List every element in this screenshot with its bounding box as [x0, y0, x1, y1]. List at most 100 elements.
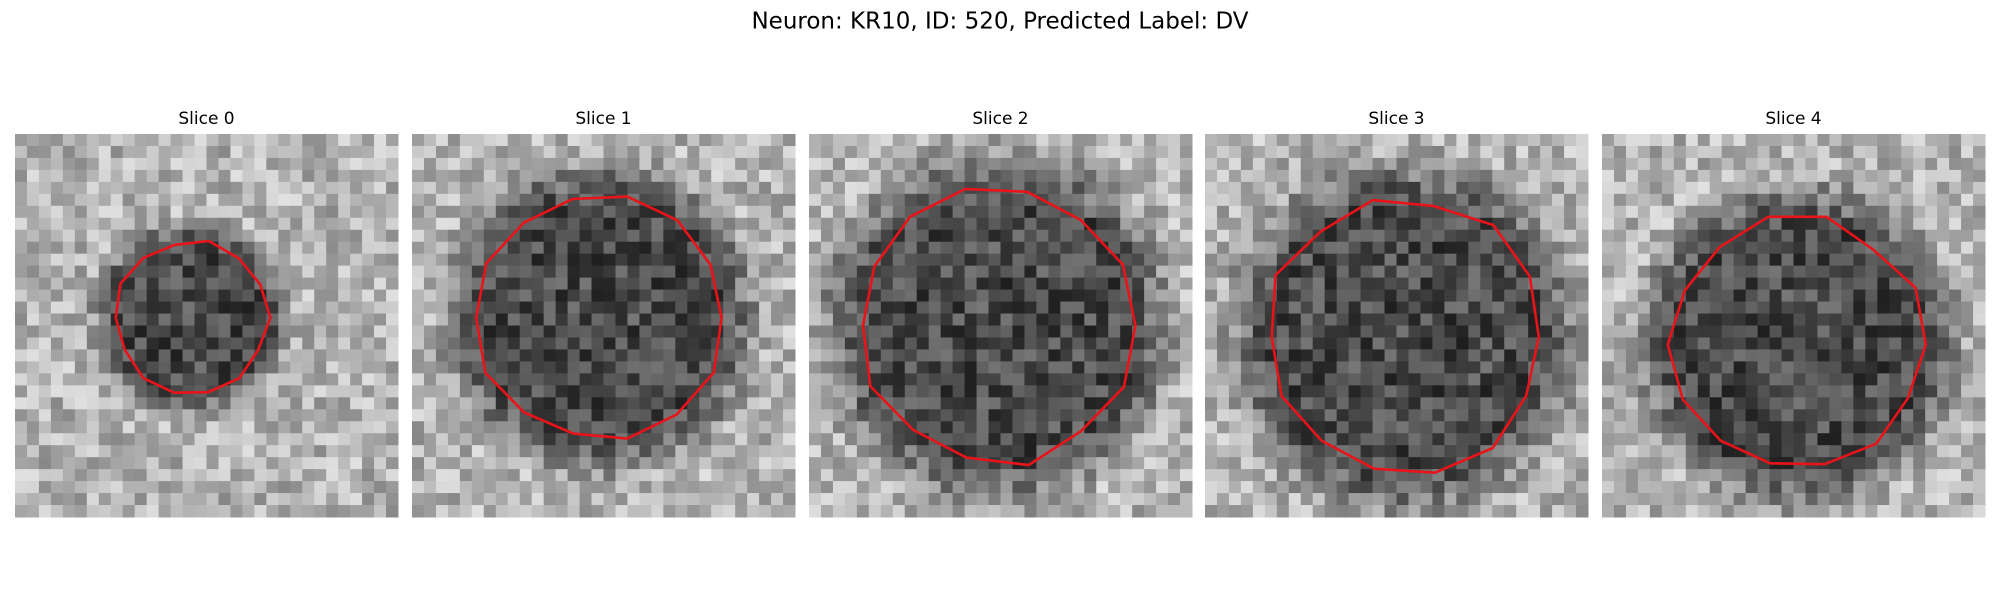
pixel — [1721, 253, 1735, 267]
pixel — [1552, 445, 1565, 458]
pixel — [350, 193, 363, 207]
pixel — [531, 433, 545, 446]
pixel — [651, 325, 664, 338]
pixel — [904, 145, 918, 159]
pixel — [1805, 313, 1818, 326]
pixel — [976, 181, 990, 195]
pixel — [134, 169, 148, 183]
pixel — [1456, 469, 1469, 482]
pixel — [663, 397, 676, 410]
pixel — [1829, 277, 1842, 291]
pixel — [832, 373, 846, 386]
pixel — [759, 289, 772, 303]
pixel — [1552, 241, 1565, 255]
pixel — [1180, 301, 1193, 315]
pixel — [1420, 134, 1433, 147]
pixel — [856, 385, 870, 398]
pixel — [1504, 385, 1517, 398]
pixel — [1432, 409, 1445, 422]
pixel — [1060, 313, 1073, 326]
pixel — [1468, 145, 1481, 159]
pixel — [86, 301, 100, 315]
pixel — [182, 493, 196, 506]
pixel — [1180, 169, 1193, 183]
pixel — [266, 289, 279, 303]
pixel — [1156, 421, 1169, 434]
pixel — [1072, 337, 1085, 350]
pixel — [880, 493, 894, 506]
pixel — [1000, 301, 1013, 315]
pixel — [820, 289, 834, 303]
pixel — [759, 361, 772, 374]
pixel — [675, 277, 688, 291]
pixel — [386, 205, 399, 219]
pixel — [1745, 277, 1759, 291]
pixel — [218, 361, 231, 374]
pixel — [1444, 481, 1457, 494]
pixel — [1709, 397, 1723, 410]
pixel — [1432, 433, 1445, 446]
pixel — [976, 289, 990, 303]
pixel — [1456, 301, 1469, 315]
pixel — [182, 373, 196, 386]
pixel — [1829, 193, 1842, 207]
pixel — [386, 457, 399, 470]
pixel — [1637, 169, 1651, 183]
pixel — [1408, 373, 1421, 386]
pixel — [230, 157, 243, 171]
pixel — [1252, 253, 1266, 267]
pixel — [1456, 313, 1469, 326]
pixel — [1000, 313, 1013, 326]
pixel — [1769, 193, 1783, 207]
pixel — [1961, 277, 1974, 291]
pixel — [1276, 145, 1290, 159]
pixel — [543, 385, 557, 398]
pixel — [1973, 241, 1986, 255]
pixel — [916, 409, 930, 422]
pixel — [74, 337, 88, 350]
pixel — [278, 253, 291, 267]
pixel — [1661, 145, 1675, 159]
pixel — [844, 445, 858, 458]
pixel — [483, 409, 497, 422]
pixel — [639, 457, 652, 470]
pixel — [699, 134, 712, 147]
pixel — [567, 265, 581, 279]
pixel — [1709, 301, 1723, 315]
pixel — [302, 313, 315, 326]
pixel — [350, 157, 363, 171]
pixel — [952, 289, 966, 303]
pixel — [170, 325, 184, 338]
pixel — [290, 229, 303, 243]
pixel — [1240, 421, 1254, 434]
pixel — [1132, 289, 1145, 303]
pixel — [314, 277, 327, 291]
pixel — [302, 361, 315, 374]
pixel — [1721, 421, 1735, 434]
pixel — [50, 253, 64, 267]
pixel — [1504, 433, 1517, 446]
pixel — [290, 205, 303, 219]
pixel — [663, 265, 676, 279]
pixel — [771, 421, 784, 434]
pixel — [1024, 134, 1037, 147]
pixel — [783, 301, 796, 315]
pixel — [386, 361, 399, 374]
pixel — [483, 169, 497, 183]
pixel — [1516, 361, 1529, 374]
pixel — [362, 493, 375, 506]
pixel — [242, 433, 255, 446]
pixel — [1096, 337, 1109, 350]
pixel — [1096, 134, 1109, 147]
pixel — [832, 145, 846, 159]
pixel — [1685, 361, 1699, 374]
pixel — [1072, 253, 1085, 267]
pixel — [1060, 253, 1073, 267]
pixel — [1781, 181, 1794, 195]
pixel — [916, 253, 930, 267]
pixel — [759, 433, 772, 446]
pixel — [964, 169, 978, 183]
pixel — [1084, 397, 1097, 410]
pixel — [412, 205, 425, 219]
pixel — [723, 481, 736, 494]
